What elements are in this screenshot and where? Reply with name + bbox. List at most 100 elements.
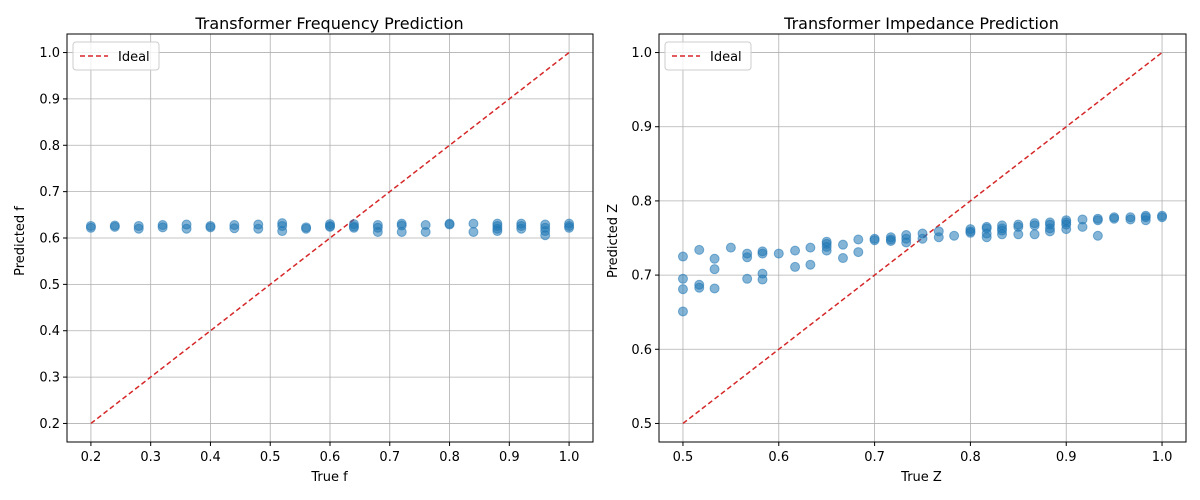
y-tick-label: 0.5 <box>39 278 60 293</box>
data-point <box>420 226 431 237</box>
y-tick-label: 0.6 <box>39 232 60 247</box>
chart-title: Transformer Frequency Prediction <box>194 14 463 33</box>
data-point <box>757 274 768 285</box>
x-tick-label: 0.9 <box>499 450 520 465</box>
data-point <box>709 264 720 275</box>
data-point <box>133 223 144 234</box>
data-point <box>677 284 688 295</box>
data-point <box>677 306 688 317</box>
data-point <box>965 227 976 238</box>
y-tick-label: 0.9 <box>39 92 60 107</box>
data-point <box>1029 220 1040 231</box>
y-tick-label: 0.2 <box>39 417 60 432</box>
data-point <box>181 223 192 234</box>
data-point <box>492 226 503 237</box>
y-tick-label: 0.6 <box>631 343 652 358</box>
ideal-line <box>682 51 1163 425</box>
data-point <box>821 245 832 256</box>
data-point <box>837 239 848 250</box>
y-tick-label: 0.4 <box>39 324 60 339</box>
x-tick-label: 0.7 <box>864 450 885 465</box>
data-point <box>540 230 551 241</box>
data-point <box>757 248 768 259</box>
x-tick-label: 0.3 <box>140 450 161 465</box>
data-point <box>348 222 359 233</box>
data-point <box>277 226 288 237</box>
data-point <box>981 232 992 243</box>
data-point <box>1092 230 1103 241</box>
data-point <box>885 235 896 246</box>
data-point <box>1125 214 1136 225</box>
x-tick-label: 0.9 <box>1056 450 1077 465</box>
x-tick-label: 0.8 <box>960 450 981 465</box>
data-point <box>1092 215 1103 226</box>
data-point <box>564 222 575 233</box>
data-point <box>157 222 168 233</box>
data-point <box>869 235 880 246</box>
data-point <box>253 223 264 234</box>
data-point <box>709 253 720 264</box>
data-point <box>901 237 912 248</box>
data-point <box>694 244 705 255</box>
data-point <box>742 252 753 263</box>
data-point <box>677 251 688 262</box>
y-tick-label: 1.0 <box>39 46 60 61</box>
data-point <box>468 226 479 237</box>
x-tick-label: 0.4 <box>200 450 221 465</box>
data-point <box>709 283 720 294</box>
data-point <box>1140 215 1151 226</box>
data-point <box>1013 229 1024 240</box>
data-point <box>1077 221 1088 232</box>
data-point <box>1157 212 1168 223</box>
data-point <box>109 221 120 232</box>
legend-label: Ideal <box>710 50 742 65</box>
data-point <box>205 222 216 233</box>
data-point <box>325 221 335 232</box>
y-axis-label: Predicted f <box>13 206 28 276</box>
y-tick-label: 1.0 <box>631 46 652 61</box>
y-tick-label: 0.8 <box>39 139 60 154</box>
data-point <box>790 261 801 272</box>
data-point <box>805 259 816 270</box>
data-point <box>677 273 688 284</box>
y-tick-label: 0.5 <box>631 417 652 432</box>
data-point <box>694 282 705 293</box>
x-tick-label: 0.5 <box>260 450 281 465</box>
data-point <box>1044 226 1055 237</box>
plot-frame <box>658 33 1187 443</box>
data-point <box>949 230 960 241</box>
data-point <box>1061 224 1072 235</box>
data-point <box>790 245 801 256</box>
frequency-chart: Transformer Frequency Prediction True f … <box>13 14 594 485</box>
x-tick-label: 0.7 <box>379 450 400 465</box>
x-tick-label: 0.8 <box>439 450 460 465</box>
x-axis-label: True Z <box>900 470 942 485</box>
data-point <box>229 223 240 234</box>
data-point <box>853 247 864 258</box>
data-point <box>725 242 736 253</box>
x-tick-label: 1.0 <box>559 450 580 465</box>
data-point <box>468 218 479 229</box>
data-point <box>396 226 407 237</box>
legend: Ideal <box>72 41 160 71</box>
data-point <box>997 229 1008 240</box>
x-tick-label: 1.0 <box>1152 450 1173 465</box>
x-tick-label: 0.2 <box>81 450 102 465</box>
data-point <box>853 234 864 245</box>
x-tick-label: 0.6 <box>320 450 341 465</box>
data-point <box>301 223 312 234</box>
data-point <box>372 226 383 237</box>
y-axis-label: Predicted Z <box>606 204 621 278</box>
data-point <box>1109 213 1120 224</box>
data-point <box>516 223 527 234</box>
data-point <box>85 222 96 233</box>
data-point <box>917 233 928 244</box>
y-tick-label: 0.9 <box>631 120 652 135</box>
impedance-chart: Transformer Impedance Prediction True Z … <box>606 14 1187 485</box>
data-point <box>444 219 455 230</box>
x-tick-label: 0.6 <box>768 450 789 465</box>
data-point <box>773 248 784 259</box>
legend-label: Ideal <box>118 50 150 65</box>
x-tick-label: 0.5 <box>673 450 694 465</box>
